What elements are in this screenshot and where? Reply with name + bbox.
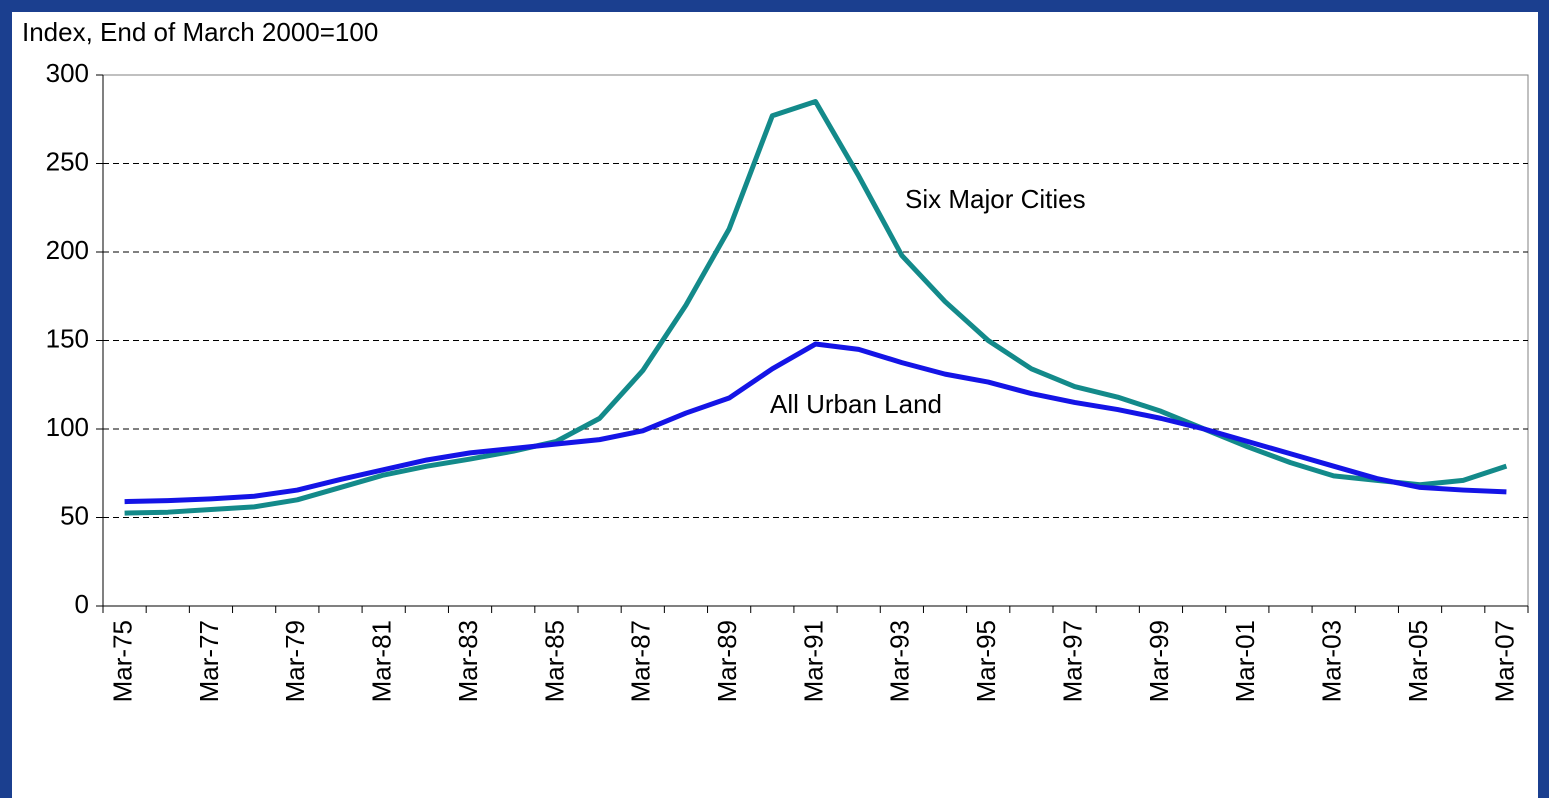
x-tick-label: Mar-89 — [712, 620, 742, 702]
series-line — [124, 341, 1507, 505]
x-tick-label: Mar-79 — [280, 620, 310, 702]
y-tick-label: 100 — [46, 412, 89, 442]
y-tick-label: 0 — [75, 589, 89, 619]
series-annotation: All Urban Land — [770, 389, 942, 419]
x-tick-label: Mar-01 — [1230, 620, 1260, 702]
series-line — [124, 99, 1508, 516]
x-tick-label: Mar-03 — [1317, 620, 1347, 702]
series-annotation: Six Major Cities — [905, 184, 1086, 214]
x-tick-label: Mar-87 — [626, 620, 656, 702]
x-tick-label: Mar-91 — [798, 620, 828, 702]
chart-background — [12, 12, 1538, 798]
y-tick-label: 200 — [46, 235, 89, 265]
x-tick-label: Mar-99 — [1144, 620, 1174, 702]
x-tick-label: Mar-77 — [194, 620, 224, 702]
y-tick-label: 250 — [46, 146, 89, 176]
y-axis-title: Index, End of March 2000=100 — [22, 17, 378, 47]
y-tick-label: 300 — [46, 58, 89, 88]
y-tick-label: 150 — [46, 323, 89, 353]
x-tick-label: Mar-93 — [885, 620, 915, 702]
x-tick-label: Mar-81 — [367, 620, 397, 702]
x-tick-label: Mar-05 — [1403, 620, 1433, 702]
x-tick-label: Mar-85 — [539, 620, 569, 702]
x-tick-label: Mar-75 — [107, 620, 137, 702]
x-tick-label: Mar-83 — [453, 620, 483, 702]
y-tick-label: 50 — [60, 500, 89, 530]
x-tick-label: Mar-07 — [1489, 620, 1519, 702]
x-tick-label: Mar-95 — [971, 620, 1001, 702]
x-tick-label: Mar-97 — [1057, 620, 1087, 702]
